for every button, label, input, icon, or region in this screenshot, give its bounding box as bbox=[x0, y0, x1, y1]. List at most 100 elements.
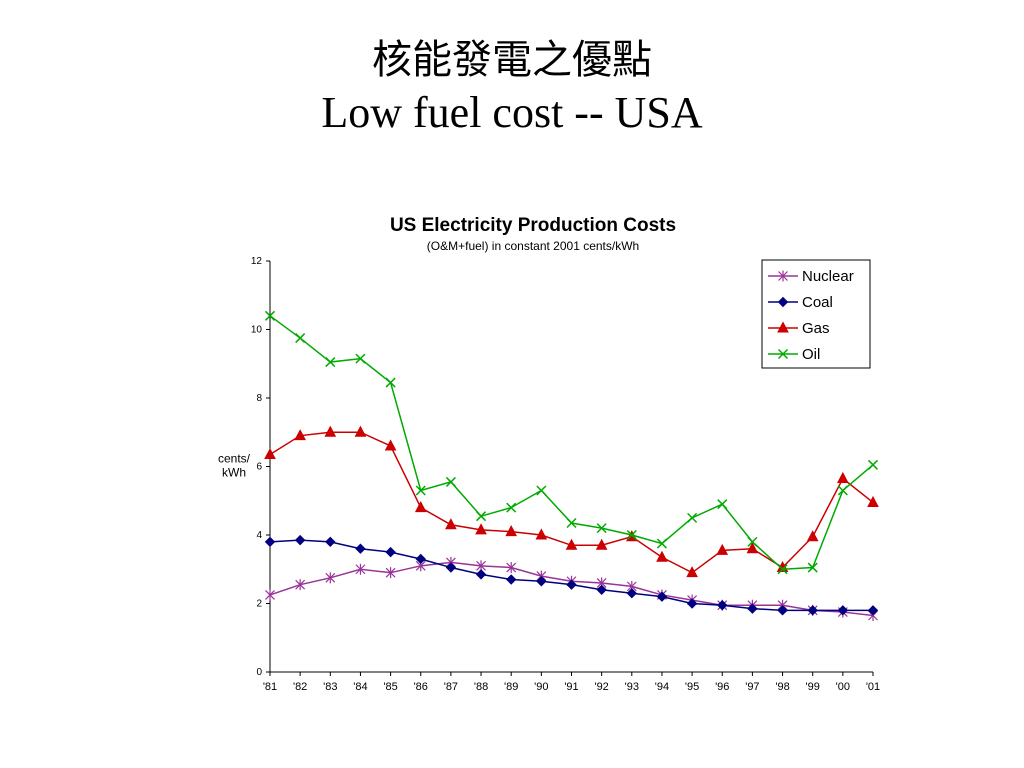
chart-subtitle: (O&M+fuel) in constant 2001 cents/kWh bbox=[427, 239, 639, 253]
legend-label: Coal bbox=[802, 294, 833, 311]
data-point bbox=[746, 542, 759, 554]
legend-item-coal: Coal bbox=[768, 294, 833, 311]
x-tick-label: '98 bbox=[775, 681, 789, 693]
y-axis-label-line: cents/ bbox=[218, 452, 251, 466]
y-tick-label: 4 bbox=[256, 530, 262, 541]
data-point bbox=[445, 476, 456, 487]
data-point bbox=[656, 591, 668, 602]
data-point-stroke bbox=[415, 485, 426, 496]
data-point bbox=[807, 562, 818, 573]
data-point bbox=[867, 459, 879, 470]
y-tick-label: 0 bbox=[256, 667, 262, 678]
data-point bbox=[415, 553, 426, 565]
data-point bbox=[325, 572, 336, 584]
line-chart: US Electricity Production Costs (O&M+fue… bbox=[200, 205, 890, 705]
data-point bbox=[325, 357, 336, 368]
chart-series bbox=[264, 310, 879, 621]
data-point bbox=[324, 425, 337, 437]
y-tick-label: 8 bbox=[256, 393, 262, 404]
data-point bbox=[626, 529, 637, 541]
data-point bbox=[778, 270, 788, 282]
data-point-stroke bbox=[325, 357, 336, 368]
x-tick-label: '00 bbox=[836, 681, 850, 693]
data-point bbox=[656, 538, 667, 549]
data-point-stroke bbox=[355, 353, 366, 364]
x-tick-label: '96 bbox=[715, 681, 729, 693]
x-tick-label: '90 bbox=[534, 681, 548, 693]
data-point bbox=[777, 564, 788, 575]
data-point bbox=[265, 589, 275, 601]
data-point-stroke bbox=[687, 512, 698, 523]
x-tick-label: '83 bbox=[323, 681, 337, 693]
data-point bbox=[565, 538, 578, 550]
data-point bbox=[807, 605, 818, 616]
y-tick-label: 12 bbox=[251, 256, 263, 267]
data-point-stroke bbox=[264, 310, 276, 321]
data-point bbox=[445, 518, 457, 530]
slide-title: 核能發電之優點 Low fuel cost -- USA bbox=[0, 34, 1024, 140]
data-point-stroke bbox=[536, 485, 547, 496]
data-point-stroke bbox=[747, 536, 758, 547]
data-point bbox=[475, 523, 487, 535]
x-tick-label: '88 bbox=[474, 681, 488, 693]
data-point bbox=[747, 603, 758, 614]
data-point bbox=[717, 499, 728, 510]
data-point-stroke bbox=[566, 517, 577, 529]
data-point bbox=[747, 536, 758, 547]
x-tick-label: '94 bbox=[655, 681, 669, 693]
data-point-stroke bbox=[626, 529, 637, 541]
data-point bbox=[867, 605, 879, 616]
data-point-stroke bbox=[867, 459, 879, 470]
x-tick-label: '92 bbox=[594, 681, 608, 693]
x-tick-label: '86 bbox=[414, 681, 428, 693]
data-point bbox=[686, 566, 698, 578]
x-tick-label: '97 bbox=[745, 681, 759, 693]
data-point-stroke bbox=[445, 476, 456, 487]
data-point bbox=[385, 546, 396, 558]
data-point bbox=[385, 567, 396, 579]
data-point bbox=[325, 536, 336, 548]
data-point bbox=[536, 485, 547, 496]
legend-label: Nuclear bbox=[802, 268, 854, 285]
data-point bbox=[806, 530, 819, 542]
series-coal bbox=[264, 534, 879, 616]
data-point bbox=[535, 528, 548, 540]
legend-item-oil: Oil bbox=[768, 346, 820, 363]
data-point bbox=[354, 425, 367, 437]
data-point bbox=[384, 439, 397, 451]
x-tick-label: '99 bbox=[806, 681, 820, 693]
data-point bbox=[264, 447, 276, 460]
data-point bbox=[264, 310, 276, 321]
data-point bbox=[355, 353, 366, 364]
data-point bbox=[656, 550, 668, 562]
data-point bbox=[596, 523, 607, 534]
data-point bbox=[445, 562, 457, 573]
data-point bbox=[536, 576, 547, 587]
x-tick-label: '91 bbox=[564, 681, 578, 693]
legend-label: Oil bbox=[802, 346, 820, 363]
data-point bbox=[385, 377, 396, 388]
data-point bbox=[415, 485, 426, 496]
chart-image: US Electricity Production Costs (O&M+fue… bbox=[200, 205, 890, 705]
data-point bbox=[777, 605, 788, 616]
chart-legend: Nuclear Coal Gas Oil bbox=[761, 259, 871, 369]
x-tick-label: '84 bbox=[353, 681, 367, 693]
data-point-stroke bbox=[385, 377, 396, 388]
data-point bbox=[295, 579, 306, 591]
slide-title-english: Low fuel cost -- USA bbox=[321, 88, 703, 137]
data-point-stroke bbox=[777, 564, 788, 575]
chart-title: US Electricity Production Costs bbox=[390, 215, 676, 236]
data-point bbox=[777, 296, 789, 308]
data-point bbox=[837, 471, 849, 483]
slide-title-chinese: 核能發電之優點 bbox=[372, 37, 652, 83]
data-point bbox=[687, 512, 698, 523]
data-point-stroke bbox=[777, 348, 789, 360]
y-tick-label: 6 bbox=[256, 462, 262, 473]
data-point bbox=[777, 348, 789, 360]
x-tick-label: '95 bbox=[685, 681, 699, 693]
data-point-stroke bbox=[717, 499, 728, 510]
data-point bbox=[566, 517, 577, 529]
data-point bbox=[294, 534, 306, 546]
data-point-stroke bbox=[807, 562, 818, 573]
data-point bbox=[506, 502, 517, 513]
